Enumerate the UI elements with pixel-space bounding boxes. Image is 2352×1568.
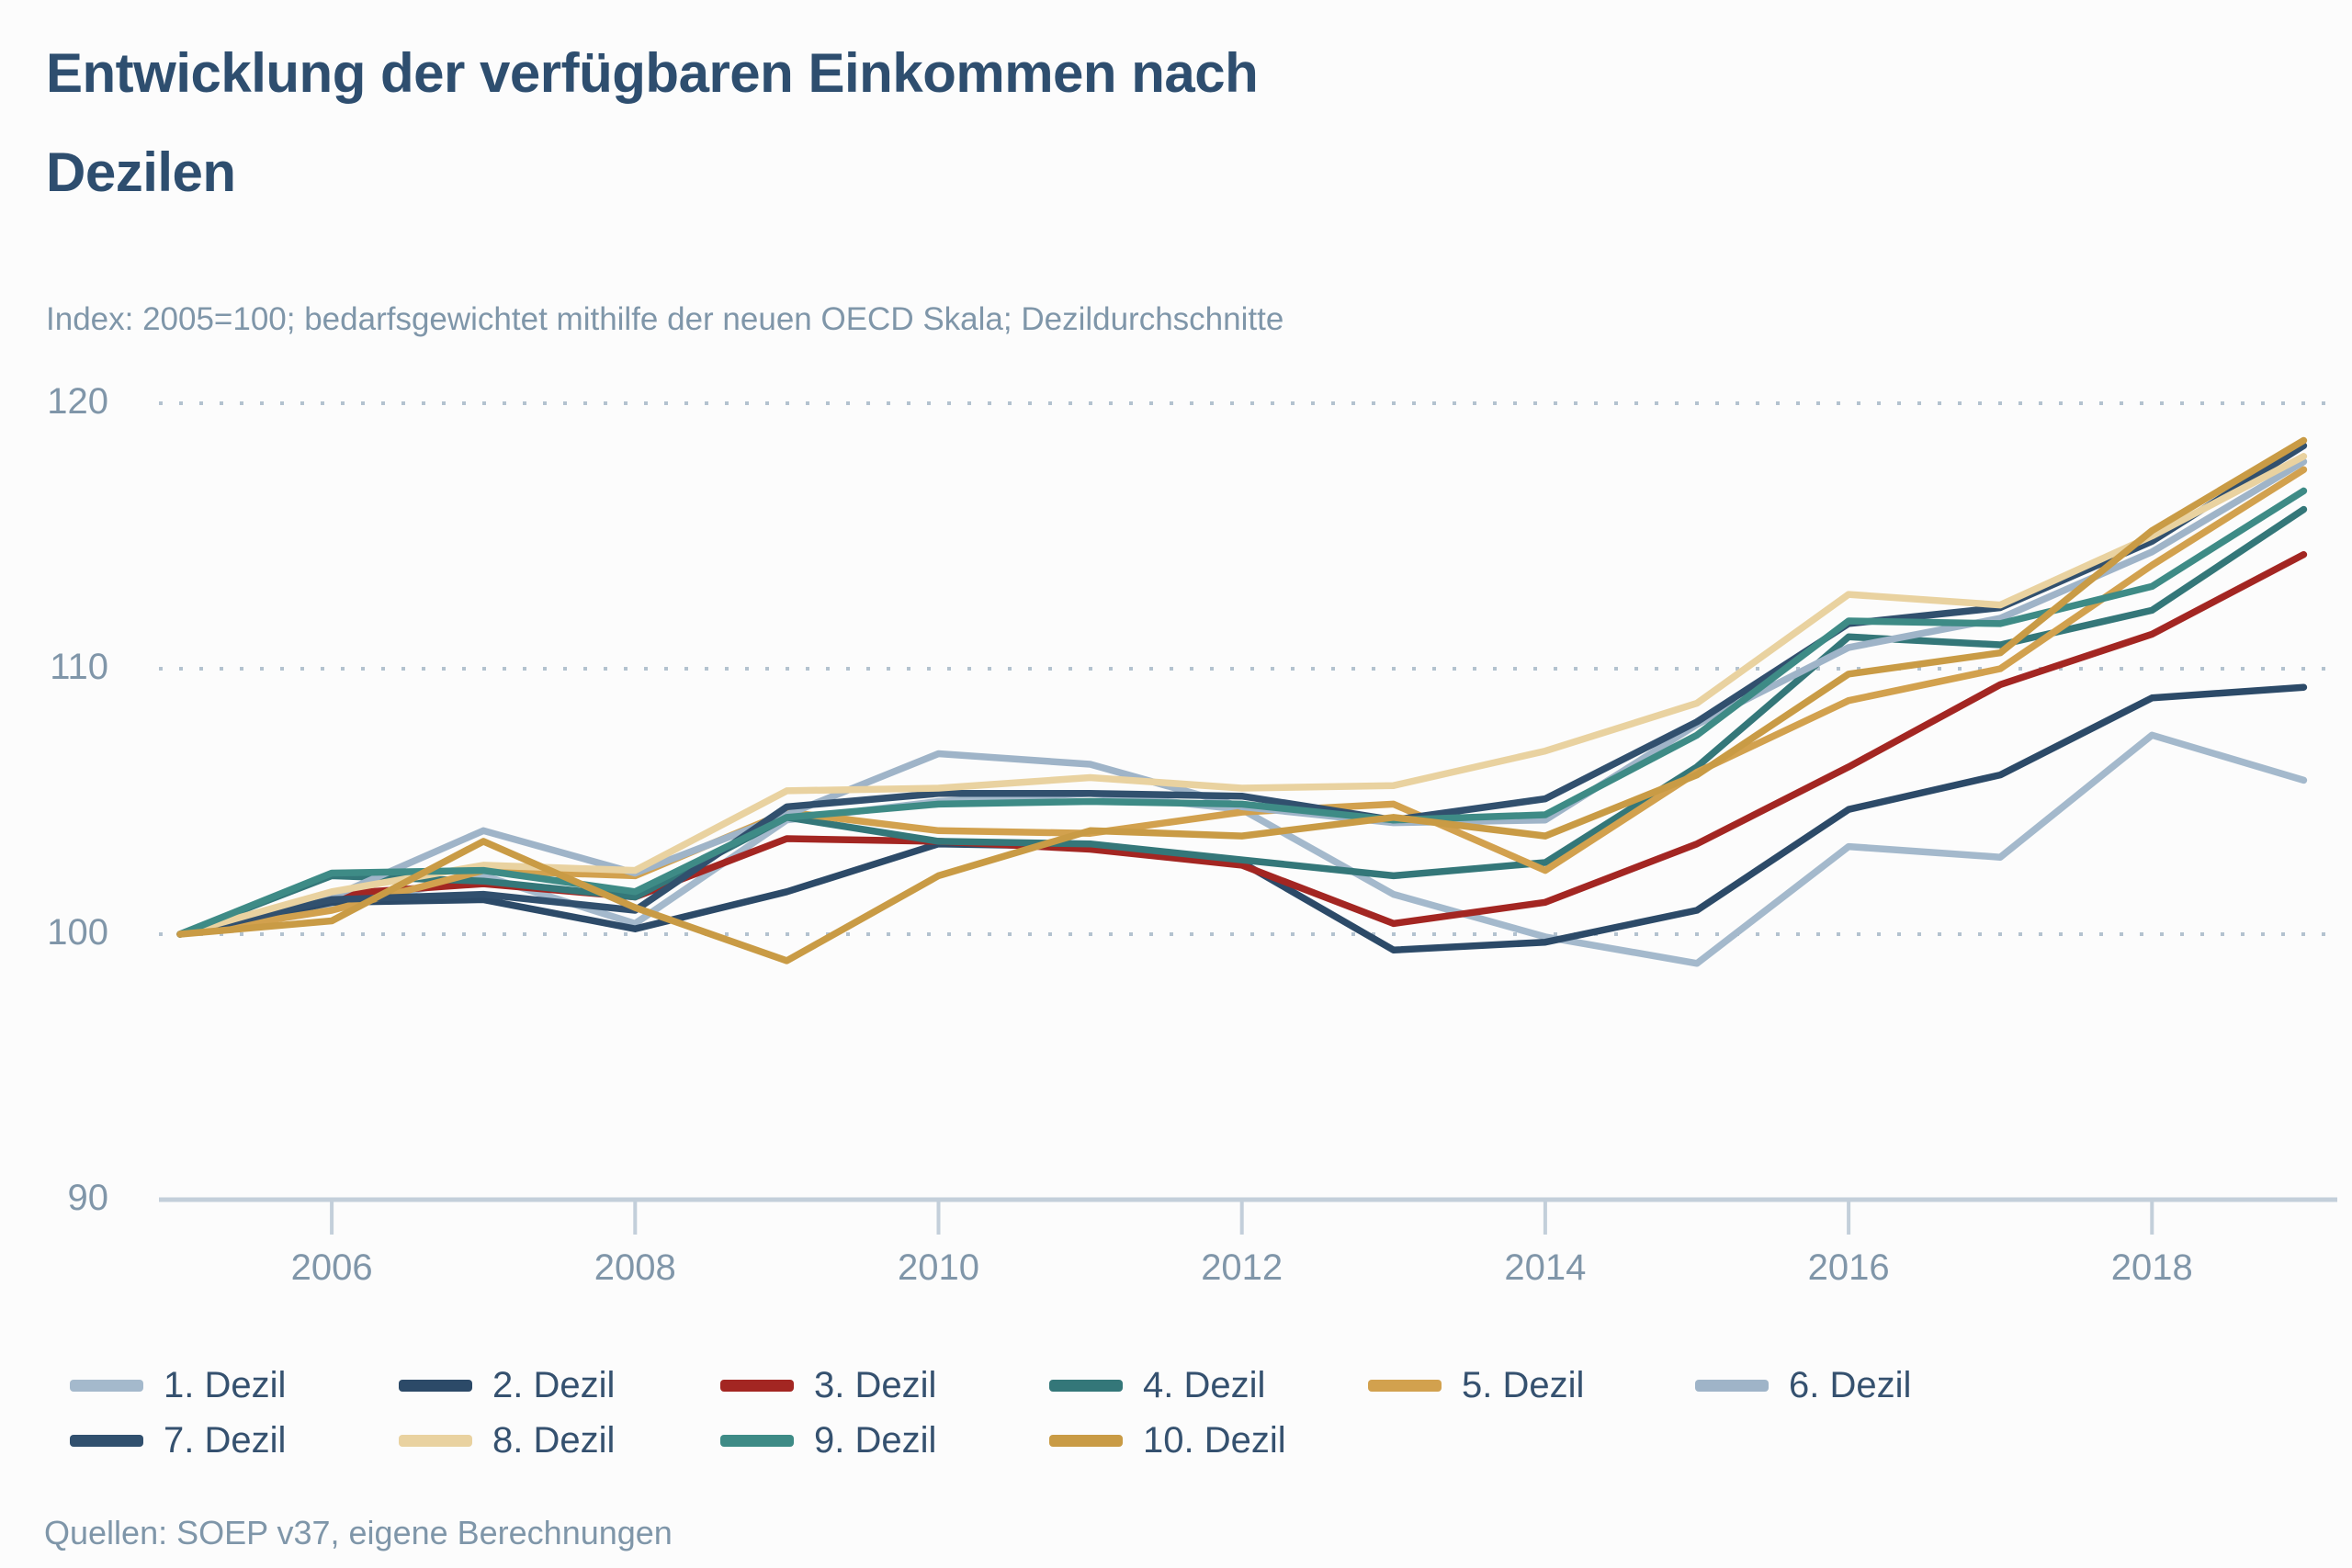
decile-line-10 (176, 436, 2308, 964)
page-title-line2: Dezilen (46, 141, 236, 203)
legend-item-2-dezil: 2. Dezil (399, 1364, 616, 1405)
legend-label-7-dezil: 7. Dezil (164, 1419, 287, 1461)
legend-item-8-dezil: 8. Dezil (399, 1419, 616, 1461)
legend-item-7-dezil: 7. Dezil (70, 1419, 287, 1461)
decile-line-2 (176, 683, 2308, 954)
legend-label-5-dezil: 5. Dezil (1462, 1364, 1585, 1405)
legend-label-8-dezil: 8. Dezil (492, 1419, 616, 1461)
legend-item-6-dezil: 6. Dezil (1695, 1364, 1912, 1405)
legend-swatch-4-dezil (1049, 1379, 1123, 1392)
legend-item-4-dezil: 4. Dezil (1049, 1364, 1266, 1405)
legend-swatch-2-dezil (399, 1379, 472, 1392)
x-tick-label-2008: 2008 (594, 1247, 676, 1288)
legend-item-9-dezil: 9. Dezil (720, 1419, 937, 1461)
decile-line-7 (176, 442, 2308, 938)
legend-swatch-10-dezil (1049, 1434, 1123, 1447)
x-tick-label-2018: 2018 (2110, 1247, 2193, 1288)
chart-subtitle: Index: 2005=100; bedarfsgewichtet mithil… (46, 301, 1284, 337)
y-tick-label-110: 110 (50, 647, 108, 687)
x-tick-label-2014: 2014 (1504, 1247, 1587, 1288)
legend-swatch-8-dezil (399, 1434, 472, 1447)
legend-label-1-dezil: 1. Dezil (164, 1364, 287, 1405)
legend-swatch-5-dezil (1368, 1379, 1442, 1392)
legend-label-4-dezil: 4. Dezil (1143, 1364, 1266, 1405)
source-note: Quellen: SOEP v37, eigene Berechnungen (44, 1514, 673, 1551)
page-title: Entwicklung der verfügbaren Einkommen na… (46, 24, 1442, 222)
y-tick-label-100: 100 (47, 912, 108, 953)
legend-item-3-dezil: 3. Dezil (720, 1364, 937, 1405)
page-title-line1: Entwicklung der verfügbaren Einkommen na… (46, 42, 1259, 104)
legend-item-10-dezil: 10. Dezil (1049, 1419, 1286, 1461)
y-tick-label-90: 90 (67, 1178, 109, 1218)
legend-label-6-dezil: 6. Dezil (1789, 1364, 1912, 1405)
legend-label-9-dezil: 9. Dezil (814, 1419, 937, 1461)
x-tick-label-2006: 2006 (290, 1247, 373, 1288)
legend-label-3-dezil: 3. Dezil (814, 1364, 937, 1405)
decile-line-4 (176, 505, 2308, 938)
legend-label-2-dezil: 2. Dezil (492, 1364, 616, 1405)
y-tick-label-120: 120 (47, 381, 108, 422)
decile-line-5 (176, 466, 2308, 938)
legend-label-10-dezil: 10. Dezil (1143, 1419, 1286, 1461)
x-tick-label-2010: 2010 (898, 1247, 979, 1288)
legend-swatch-9-dezil (720, 1434, 794, 1447)
legend-swatch-7-dezil (70, 1434, 143, 1447)
legend-swatch-3-dezil (720, 1379, 794, 1392)
legend-item-5-dezil: 5. Dezil (1368, 1364, 1585, 1405)
legend-item-1-dezil: 1. Dezil (70, 1364, 287, 1405)
legend-swatch-6-dezil (1695, 1379, 1769, 1392)
x-tick-label-2012: 2012 (1201, 1247, 1283, 1288)
decile-line-9 (176, 487, 2308, 938)
x-tick-label-2016: 2016 (1807, 1247, 1890, 1288)
legend-swatch-1-dezil (70, 1379, 143, 1392)
